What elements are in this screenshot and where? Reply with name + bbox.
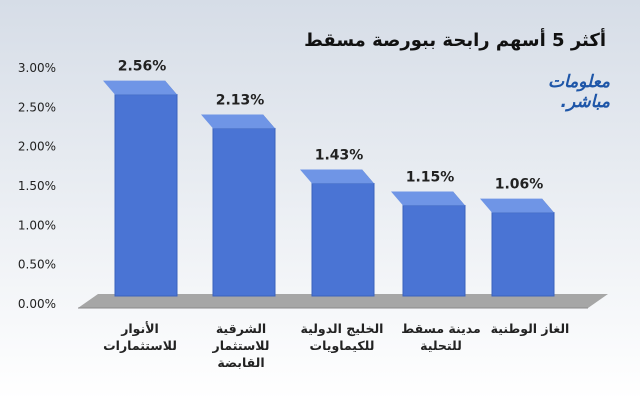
bar <box>491 212 555 297</box>
x-label-2: الشرقية للاستثمار القابضة <box>212 321 270 370</box>
bar-top-face <box>201 114 275 129</box>
data-label: 1.06% <box>495 177 544 193</box>
bar-top-face <box>103 80 177 95</box>
bar-top-face <box>391 191 465 206</box>
data-label: 1.15% <box>406 170 455 186</box>
x-label-3: الخليج الدولية للكيماويات <box>300 321 384 353</box>
y-tick-label: 3.00% <box>18 61 56 75</box>
y-tick-label: 2.50% <box>18 100 56 114</box>
data-label: 2.56% <box>118 59 167 75</box>
bar <box>311 183 375 297</box>
chart-floor <box>78 294 608 308</box>
y-tick-label: 2.00% <box>18 140 56 154</box>
bar <box>114 94 178 297</box>
y-tick-label: 0.00% <box>18 297 56 311</box>
bar-top-face <box>480 198 554 213</box>
bar-top-face <box>300 169 374 184</box>
logo-line-2: مباشر. <box>560 92 611 112</box>
x-label-4: مدينة مسقط للتحلية <box>401 321 481 353</box>
data-label: 2.13% <box>216 92 265 108</box>
chart-title: أكثر 5 أسهم رابحة ببورصة مسقط <box>304 30 606 51</box>
x-label-5: الغاز الوطنية <box>490 321 570 336</box>
y-tick-label: 0.50% <box>18 258 56 272</box>
brand-logo: معلومات مباشر. <box>528 72 610 112</box>
y-tick-label: 1.00% <box>18 218 56 232</box>
x-label-1: الأنوار للاستثمارات <box>103 321 177 353</box>
bar <box>402 205 466 297</box>
logo-line-1: معلومات <box>547 72 610 92</box>
bar <box>212 127 276 297</box>
y-tick-label: 1.50% <box>18 179 56 193</box>
data-label: 1.43% <box>315 148 364 164</box>
